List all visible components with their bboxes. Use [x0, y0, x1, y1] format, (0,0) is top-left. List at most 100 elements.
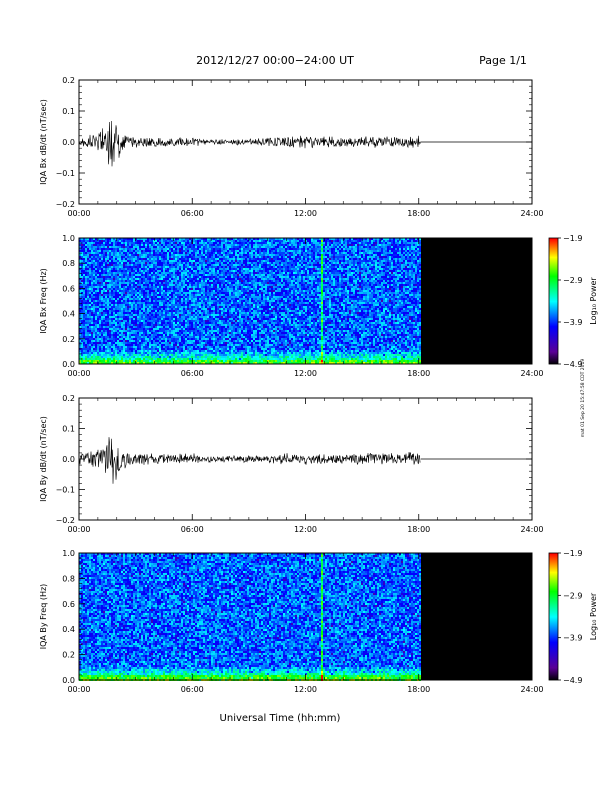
- spectrogram-cell-row: [83, 350, 421, 352]
- spectrogram-cell-row: [93, 611, 407, 613]
- spectrogram-cell-row: [87, 262, 413, 264]
- colorbar-step: [549, 678, 558, 680]
- spectrogram-cell-row: [121, 292, 419, 294]
- spectrogram-cell-row: [81, 268, 419, 270]
- spectrogram-cell-row: [103, 252, 415, 254]
- spectrogram-cell-row: [83, 673, 409, 675]
- spectrogram-cell-row: [103, 639, 411, 641]
- spectrogram-cell-row: [285, 579, 287, 581]
- spectrogram-cell-row: [367, 314, 369, 316]
- spectrogram-cell-row: [93, 280, 361, 282]
- spectrogram-cell-row: [121, 641, 417, 643]
- spectrogram-cell-row: [175, 557, 177, 559]
- by-waveform-panel: 00:00 06:00 12:00 18:00 24:00 0.2 0.1 0.0 −0.1 −0…: [39, 394, 544, 534]
- spectrogram-cell-row: [321, 633, 323, 635]
- spectrogram-cell-row: [321, 611, 323, 613]
- colorbar-step: [549, 289, 558, 291]
- spectrogram-cell-row: [79, 559, 419, 561]
- spectrogram-cell-row: [83, 603, 421, 605]
- spectrogram-cell-row: [193, 260, 195, 262]
- colorbar-step: [549, 665, 558, 667]
- spectrogram-cell-row: [115, 288, 397, 290]
- spectrogram-cell-row: [79, 609, 401, 611]
- spectrogram-cell-row: [79, 665, 405, 667]
- spectrogram-cell-row: [87, 354, 421, 356]
- colorbar-step: [549, 594, 558, 596]
- spectrogram-cell-row: [79, 262, 407, 264]
- spectrogram-cell-row: [125, 595, 127, 597]
- spectrogram-cell-row: [99, 264, 395, 266]
- colorbar-step: [549, 628, 558, 630]
- spectrogram-cell-row: [389, 563, 391, 565]
- spectrogram-cell-row: [85, 663, 417, 665]
- spectrogram-cell-row: [115, 561, 419, 563]
- spectrogram-cell-row: [131, 246, 389, 248]
- spectrogram-cell-row: [305, 659, 307, 661]
- spectrogram-cell-row: [83, 567, 421, 569]
- spectrogram-cell-row: [321, 306, 323, 308]
- spectrogram-cell-row: [123, 262, 125, 264]
- colorbar-step: [549, 277, 558, 279]
- spectrogram-cell-row: [91, 555, 385, 557]
- colorbar-step: [549, 667, 558, 669]
- spectrogram-cell-row: [97, 577, 415, 579]
- spectrogram-cell-row: [105, 579, 421, 581]
- spectrogram-cell-row: [321, 635, 323, 637]
- colorbar-step: [549, 286, 558, 288]
- spectrogram-cell-row: [379, 256, 385, 258]
- spectrogram-cell-row: [85, 587, 409, 589]
- spectrogram-cell-row: [79, 571, 417, 573]
- colorbar-step: [549, 661, 558, 663]
- colorbar-step: [549, 336, 558, 338]
- spectrogram-cell-row: [221, 611, 223, 613]
- colorbar-step: [549, 252, 558, 254]
- spectrogram-cell-row: [321, 573, 323, 575]
- spectrogram-cell-row: [119, 651, 413, 653]
- spectrogram-cell-row: [331, 240, 333, 242]
- spectrogram-cell-row: [83, 324, 407, 326]
- colorbar-step: [549, 262, 558, 264]
- spectrogram-cell-row: [101, 246, 417, 248]
- spectrogram-cell-row: [239, 278, 241, 280]
- by-spectrogram-panel: −1.9 −2.9 −3.9 −4.9 Log₁₀ Power 00:00 06:00 12:…: [39, 549, 598, 694]
- spectrogram-cell-row: [89, 597, 403, 599]
- colorbar-step: [549, 319, 558, 321]
- spectrogram-cell-row: [291, 623, 293, 625]
- spectrogram-cell-row: [321, 248, 323, 250]
- colorbar-step: [549, 659, 558, 661]
- spectrogram-cell-row: [111, 587, 417, 589]
- spectrogram-cell-row: [105, 262, 373, 264]
- spectrogram-cell-row: [83, 312, 421, 314]
- spectrogram-cell-row: [117, 645, 413, 647]
- colorbar-step: [549, 321, 558, 323]
- spectrogram-cell-row: [81, 270, 419, 272]
- spectrogram-cell-row: [321, 298, 323, 300]
- waveform-trace: [78, 437, 421, 484]
- spectrogram-cell-row: [79, 575, 373, 577]
- spectrogram-cell-row: [337, 665, 339, 667]
- spectrogram-cell-row: [87, 617, 415, 619]
- colorbar-step: [549, 246, 558, 248]
- colorbar-step: [549, 314, 558, 316]
- spectrogram-cell-row: [389, 601, 391, 603]
- spectrogram-cell-row: [127, 561, 411, 563]
- spectrogram-cell-row: [141, 280, 421, 282]
- spectrogram-cell-row: [89, 637, 399, 639]
- spectrogram-cell-row: [321, 613, 323, 615]
- spectrogram-cell-row: [309, 571, 311, 573]
- colorbar-step: [549, 578, 558, 580]
- spectrogram-cell-row: [225, 266, 227, 268]
- spectrogram-cell-row: [101, 294, 103, 296]
- spectrogram-cell-row: [289, 340, 291, 342]
- spectrogram-cell-row: [215, 663, 217, 665]
- spectrogram-cell-row: [125, 326, 385, 328]
- spectrogram-cell-row: [275, 284, 277, 286]
- colorbar-step: [549, 635, 558, 637]
- spectrogram-cell-row: [107, 613, 391, 615]
- spectrogram-cell-row: [93, 645, 411, 647]
- spectrogram-cell-row: [81, 673, 421, 675]
- spectrogram-cell-row: [229, 330, 231, 332]
- spectrogram-cell-row: [321, 244, 323, 246]
- spectrogram-cell-row: [331, 663, 333, 665]
- colorbar-step: [549, 244, 558, 246]
